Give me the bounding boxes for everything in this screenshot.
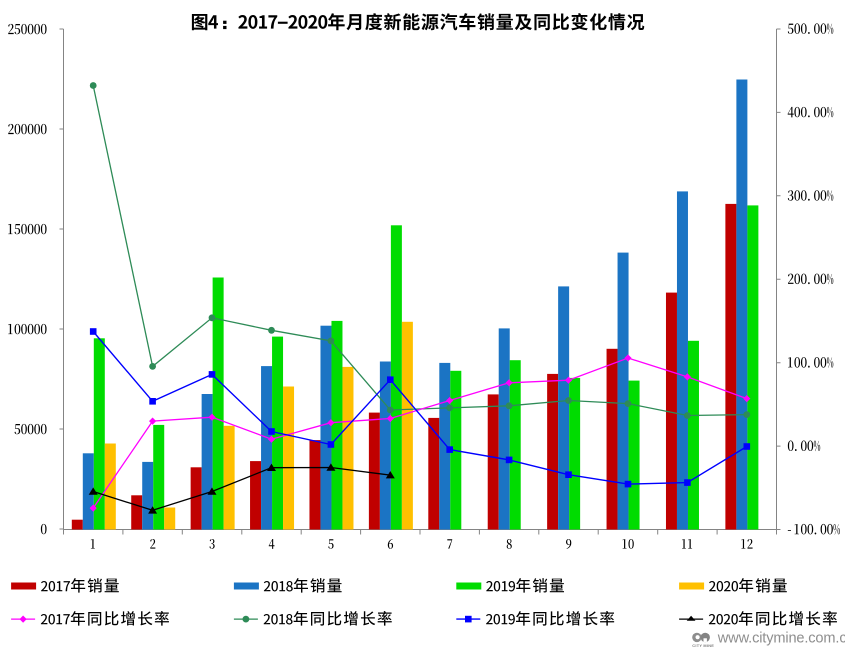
svg-text:www.citymine.com.cn: www.citymine.com.cn xyxy=(717,631,845,647)
svg-text:CITY MINE: CITY MINE xyxy=(692,643,714,648)
